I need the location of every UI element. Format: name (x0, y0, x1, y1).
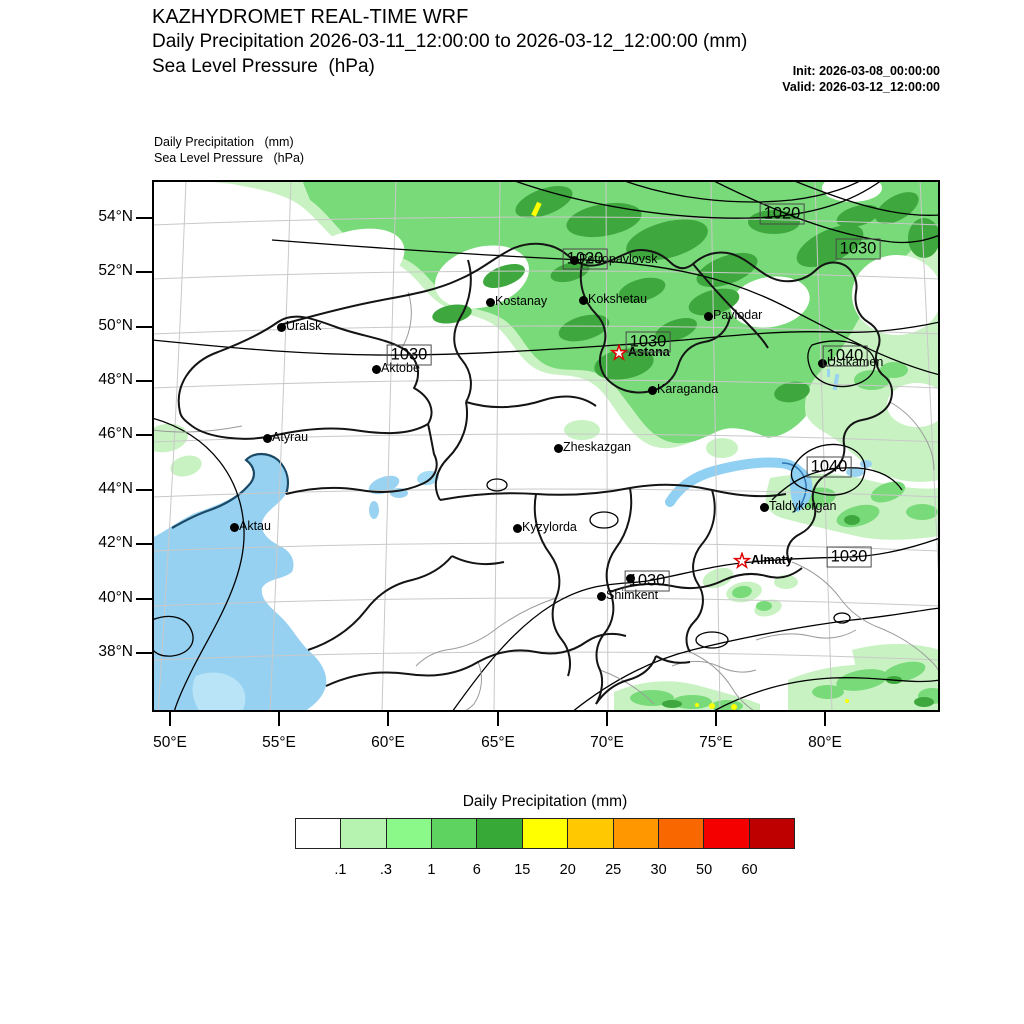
colorbar-tick-label: 15 (514, 862, 531, 878)
map-legend-precip: Daily Precipitation (mm) (154, 135, 294, 149)
colorbar-cell (658, 818, 705, 849)
colorbar-cell (613, 818, 659, 849)
lat-tick-mark (136, 543, 152, 545)
lon-tick-mark (278, 712, 280, 726)
lon-tick-label: 80°E (808, 734, 842, 751)
lat-tick-mark (136, 271, 152, 273)
lat-tick-mark (136, 598, 152, 600)
lat-tick-mark (136, 217, 152, 219)
colorbar-cell (432, 818, 478, 849)
colorbar-cell (522, 818, 569, 849)
init-time-label: Init: 2026-03-08_00:00:00 (792, 64, 940, 78)
precip-yellow-spots (531, 201, 849, 710)
colorbar-tick-label: .1 (334, 862, 347, 878)
lon-tick-label: 75°E (699, 734, 733, 751)
colorbar-cell (568, 818, 614, 849)
lat-tick-mark (136, 489, 152, 491)
lat-tick-label: 52°N (98, 262, 133, 279)
colorbar-cell (295, 818, 342, 849)
colorbar-tick-label: .3 (379, 862, 392, 878)
precip-holes (289, 180, 940, 427)
borders-thick (177, 242, 893, 705)
map-frame (152, 180, 940, 712)
page-title: KAZHYDROMET REAL-TIME WRF (152, 6, 469, 28)
colorbar-cell (386, 818, 433, 849)
lon-tick-label: 55°E (262, 734, 296, 751)
lon-tick-mark (824, 712, 826, 726)
lon-tick-mark (387, 712, 389, 726)
page-subtitle2: Sea Level Pressure (hPa) (152, 56, 375, 77)
colorbar-tick-label: 20 (559, 862, 576, 878)
colorbar (295, 818, 795, 849)
valid-time-label: Valid: 2026-03-12_12:00:00 (782, 80, 940, 94)
colorbar-tick-label: 60 (741, 862, 758, 878)
lat-tick-label: 48°N (98, 371, 133, 388)
colorbar-cell (341, 818, 387, 849)
small-lakes (192, 369, 872, 712)
colorbar-cell (749, 818, 795, 849)
colorbar-tick-label: 6 (472, 862, 481, 878)
lat-tick-mark (136, 380, 152, 382)
colorbar-cell (477, 818, 523, 849)
colorbar-title: Daily Precipitation (mm) (462, 793, 628, 810)
lat-tick-label: 42°N (98, 534, 133, 551)
colorbar-tick-label: 30 (650, 862, 667, 878)
lat-tick-label: 44°N (98, 480, 133, 497)
lon-tick-mark (606, 712, 608, 726)
lon-tick-label: 60°E (371, 734, 405, 751)
lon-tick-label: 65°E (481, 734, 515, 751)
page-subtitle: Daily Precipitation 2026-03-11_12:00:00 … (152, 31, 748, 52)
weather-map (152, 180, 940, 712)
lon-tick-mark (497, 712, 499, 726)
lat-tick-label: 54°N (98, 208, 133, 225)
lon-tick-mark (715, 712, 717, 726)
colorbar-cell (704, 818, 750, 849)
lat-tick-mark (136, 652, 152, 654)
lat-tick-label: 40°N (98, 589, 133, 606)
lat-tick-mark (136, 434, 152, 436)
lon-tick-label: 50°E (153, 734, 187, 751)
lat-tick-label: 46°N (98, 425, 133, 442)
colorbar-tick-label: 25 (605, 862, 622, 878)
colorbar-tick-label: 50 (696, 862, 713, 878)
lat-tick-label: 50°N (98, 317, 133, 334)
colorbar-tick-label: 1 (427, 862, 436, 878)
map-legend-pressure: Sea Level Pressure (hPa) (154, 151, 305, 165)
lat-tick-mark (136, 326, 152, 328)
pressure-contours (152, 180, 940, 712)
lon-tick-mark (169, 712, 171, 726)
lon-tick-label: 70°E (590, 734, 624, 751)
lat-tick-label: 38°N (98, 643, 133, 660)
